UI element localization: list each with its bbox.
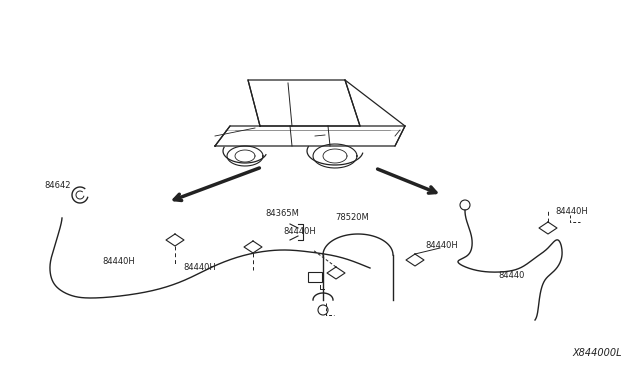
Text: 84440H: 84440H: [425, 241, 458, 250]
Text: 84440H: 84440H: [555, 208, 588, 217]
Text: X844000L: X844000L: [573, 348, 622, 358]
Text: 84440: 84440: [498, 270, 524, 279]
Text: 84642: 84642: [44, 180, 70, 189]
Text: 84440H: 84440H: [102, 257, 135, 266]
Text: 84440H: 84440H: [283, 228, 316, 237]
Text: 84365M: 84365M: [265, 208, 299, 218]
Text: 78520M: 78520M: [335, 214, 369, 222]
Bar: [308, 272, 322, 282]
Text: 84440H: 84440H: [183, 263, 216, 272]
